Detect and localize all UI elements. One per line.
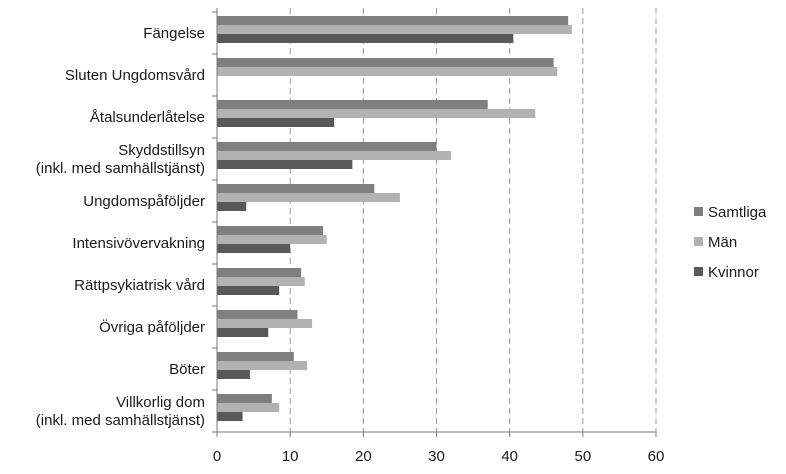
legend-swatch xyxy=(694,237,703,246)
category-label: Böter xyxy=(169,361,205,378)
x-tick-label: 40 xyxy=(501,448,518,465)
bar-samtliga xyxy=(217,226,324,235)
bar-kvinnor xyxy=(217,286,280,295)
bar-samtliga xyxy=(217,100,488,109)
legend: Samtliga Män Kvinnor xyxy=(694,204,767,281)
bar-m-n xyxy=(217,109,536,118)
bar-samtliga xyxy=(217,310,298,319)
legend-swatch xyxy=(694,207,703,216)
category-label: (inkl. med samhällstjänst) xyxy=(36,160,205,177)
x-tick-label: 60 xyxy=(648,448,665,465)
bar-m-n xyxy=(217,361,307,370)
x-tick-label: 50 xyxy=(574,448,591,465)
bar-kvinnor xyxy=(217,202,247,211)
category-labels: Fängelse Sluten Ungdomsvård Åtalsunderlåte… xyxy=(36,25,205,429)
category-label: Intensivövervakning xyxy=(72,235,205,252)
bar-kvinnor xyxy=(217,160,353,169)
bar-m-n xyxy=(217,193,400,202)
x-tick-labels: 0 10 20 30 40 50 60 xyxy=(213,448,665,465)
category-label: Rättpsykiatrisk vård xyxy=(74,277,205,294)
x-tick-label: 0 xyxy=(213,448,221,465)
category-label: Övriga påföljder xyxy=(99,318,205,336)
bar-m-n xyxy=(217,235,327,244)
bars xyxy=(217,16,572,421)
legend-swatch xyxy=(694,267,703,276)
category-label: (inkl. med samhällstjänst) xyxy=(36,412,205,429)
category-label: Åtalsunderlåtelse xyxy=(90,109,205,126)
bar-m-n xyxy=(217,67,558,76)
bar-samtliga xyxy=(217,394,272,403)
bar-m-n xyxy=(217,319,313,328)
legend-label: Samtliga xyxy=(708,204,767,221)
bar-kvinnor xyxy=(217,412,243,421)
x-tick-label: 10 xyxy=(282,448,299,465)
bar-m-n xyxy=(217,403,280,412)
bar-kvinnor xyxy=(217,118,335,127)
category-label: Sluten Ungdomsvård xyxy=(65,67,205,84)
bar-samtliga xyxy=(217,142,437,151)
bar-samtliga xyxy=(217,352,294,361)
bar-kvinnor xyxy=(217,34,514,43)
category-label: Skyddstillsyn xyxy=(118,142,205,159)
bar-kvinnor xyxy=(217,370,250,379)
legend-label: Män xyxy=(708,234,737,251)
category-label: Fängelse xyxy=(143,25,205,42)
bar-samtliga xyxy=(217,268,302,277)
bar-samtliga xyxy=(217,184,375,193)
category-label: Ungdomspåföljder xyxy=(83,193,205,210)
legend-label: Kvinnor xyxy=(708,264,759,281)
bar-m-n xyxy=(217,151,452,160)
bar-m-n xyxy=(217,25,572,34)
bar-m-n xyxy=(217,277,305,286)
bar-kvinnor xyxy=(217,244,291,253)
category-label: Villkorlig dom xyxy=(116,394,205,411)
x-tick-label: 30 xyxy=(428,448,445,465)
x-tick-label: 20 xyxy=(355,448,372,465)
bar-samtliga xyxy=(217,58,554,67)
axes xyxy=(212,8,657,437)
bar-samtliga xyxy=(217,16,569,25)
bar-kvinnor xyxy=(217,328,269,337)
